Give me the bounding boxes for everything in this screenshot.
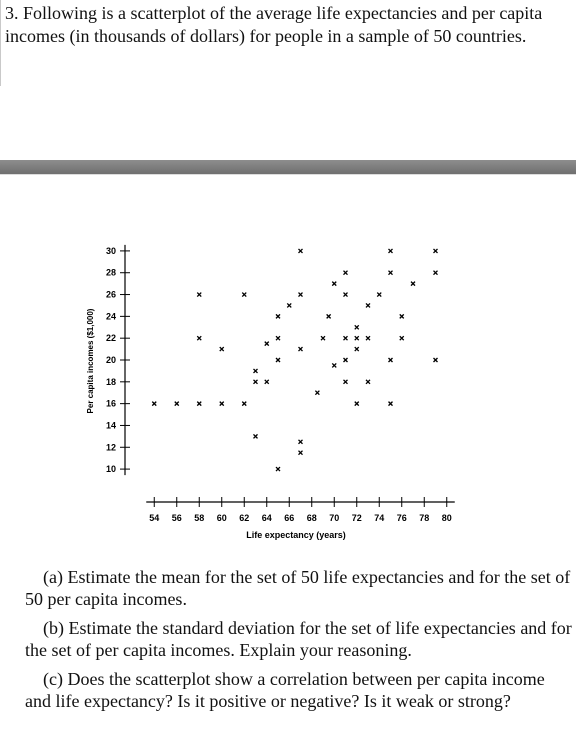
data-point — [276, 336, 280, 340]
x-tick-label: 80 — [442, 513, 452, 523]
data-point — [355, 347, 359, 351]
question-intro: 3. Following is a scatterplot of the ave… — [5, 2, 573, 48]
data-point — [299, 293, 303, 297]
data-point — [321, 336, 325, 340]
y-tick-label: 14 — [106, 420, 116, 430]
data-point — [366, 336, 370, 340]
y-tick-label: 22 — [106, 333, 116, 343]
section-divider — [0, 160, 576, 174]
data-point — [265, 342, 269, 346]
data-point — [220, 402, 224, 406]
x-axis-label: Life expectancy (years) — [246, 530, 346, 540]
data-point — [254, 380, 258, 384]
data-point — [197, 336, 201, 340]
data-point — [344, 336, 348, 340]
questions-block: (a) Estimate the mean for the set of 50 … — [25, 566, 573, 719]
data-point — [197, 293, 201, 297]
data-point — [299, 249, 303, 253]
x-axis: 54 56 58 60 62 64 66 68 70 72 74 76 78 80 — [146, 497, 455, 523]
x-tick-label: 78 — [419, 513, 429, 523]
data-point — [344, 293, 348, 297]
data-point — [366, 303, 370, 307]
data-point — [355, 336, 359, 340]
data-point — [389, 249, 393, 253]
data-point — [327, 314, 331, 318]
y-tick-label: 12 — [106, 442, 116, 452]
x-tick-label: 70 — [329, 513, 339, 523]
data-point — [389, 402, 393, 406]
question-a: (a) Estimate the mean for the set of 50 … — [25, 566, 573, 610]
y-tick-label: 10 — [106, 464, 116, 474]
x-tick-label: 60 — [217, 513, 227, 523]
y-tick-label: 26 — [106, 290, 116, 300]
y-tick-label: 16 — [106, 399, 116, 409]
data-point — [287, 303, 291, 307]
y-tick-label: 24 — [106, 311, 116, 321]
scatterplot-chart: 10 12 14 16 18 20 22 24 26 28 30 54 56 58 60 62 64 66 68 7… — [0, 180, 576, 560]
data-point — [377, 293, 381, 297]
y-tick-label: 18 — [106, 377, 116, 387]
data-point — [265, 380, 269, 384]
data-point — [400, 314, 404, 318]
x-tick-label: 64 — [262, 513, 272, 523]
question-c: (c) Does the scatterplot show a correlat… — [25, 668, 573, 712]
y-axis: 10 12 14 16 18 20 22 24 26 28 30 — [106, 245, 130, 475]
data-point — [254, 434, 258, 438]
x-tick-label: 76 — [397, 513, 407, 523]
data-point — [411, 282, 415, 286]
y-tick-label: 30 — [106, 246, 116, 256]
x-tick-label: 62 — [239, 513, 249, 523]
data-point — [434, 249, 438, 253]
data-point — [344, 358, 348, 362]
data-points — [152, 249, 437, 471]
data-point — [332, 363, 336, 367]
data-point — [355, 325, 359, 329]
x-tick-label: 66 — [284, 513, 294, 523]
data-point — [434, 271, 438, 275]
data-point — [389, 271, 393, 275]
data-point — [276, 467, 280, 471]
data-point — [276, 358, 280, 362]
x-tick-label: 74 — [374, 513, 384, 523]
x-tick-label: 54 — [149, 513, 159, 523]
question-b: (b) Estimate the standard deviation for … — [25, 617, 573, 661]
data-point — [389, 358, 393, 362]
data-point — [400, 336, 404, 340]
data-point — [220, 347, 224, 351]
x-tick-label: 72 — [352, 513, 362, 523]
data-point — [366, 380, 370, 384]
x-tick-label: 56 — [172, 513, 182, 523]
data-point — [344, 271, 348, 275]
data-point — [299, 451, 303, 455]
x-tick-label: 68 — [307, 513, 317, 523]
data-point — [315, 391, 319, 395]
y-tick-label: 28 — [106, 268, 116, 278]
data-point — [197, 402, 201, 406]
section-divider-edge — [0, 174, 576, 175]
data-point — [152, 402, 156, 406]
data-point — [242, 293, 246, 297]
data-point — [254, 369, 258, 373]
data-point — [332, 282, 336, 286]
data-point — [276, 314, 280, 318]
data-point — [355, 402, 359, 406]
data-point — [242, 402, 246, 406]
data-point — [434, 358, 438, 362]
data-point — [299, 347, 303, 351]
y-tick-label: 20 — [106, 355, 116, 365]
y-axis-label: Per capita incomes ($1,000) — [86, 308, 95, 413]
x-tick-label: 58 — [194, 513, 204, 523]
data-point — [175, 402, 179, 406]
data-point — [344, 380, 348, 384]
data-point — [299, 440, 303, 444]
